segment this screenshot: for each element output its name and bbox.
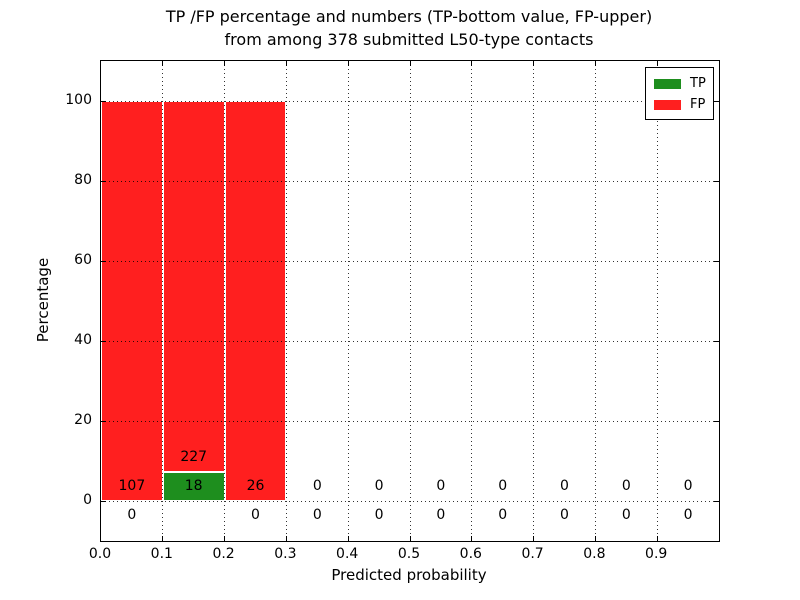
tp-count-label: 0: [683, 507, 693, 523]
x-tick-mark-bottom: [533, 536, 535, 541]
fp-count-label: 0: [560, 478, 569, 494]
tp-count-label: 0: [374, 507, 384, 523]
y-tick-label: 40: [74, 332, 92, 348]
fp-count-label: 26: [246, 478, 265, 494]
legend-item-tp: TP: [654, 73, 713, 94]
grid-line-vertical: [162, 61, 164, 541]
y-tick-mark-right: [714, 100, 719, 102]
x-tick-label: 0.8: [583, 546, 606, 562]
tp-count-label: 0: [560, 507, 569, 523]
x-tick-mark-top: [656, 61, 658, 66]
grid-line-horizontal: [101, 340, 719, 342]
y-tick-mark-left: [101, 340, 106, 342]
grid-line-horizontal: [101, 180, 719, 182]
legend-item-fp: FP: [654, 94, 713, 115]
x-tick-mark-bottom: [224, 536, 226, 541]
x-tick-label: 0.0: [88, 546, 112, 562]
grid-line-vertical: [656, 61, 658, 541]
x-tick-label: 0.9: [645, 546, 668, 562]
fp-count-label: 0: [683, 478, 693, 494]
x-axis-label: Predicted probability: [331, 566, 487, 584]
chart-title-line2: from among 378 submitted L50-type contac…: [224, 30, 594, 49]
fp-count-label: 227: [180, 448, 208, 465]
bar-segment-fp: [101, 101, 163, 501]
grid-line-horizontal: [101, 500, 719, 502]
y-axis-label: Percentage: [34, 257, 52, 343]
y-tick-label: 100: [65, 92, 92, 108]
y-tick-mark-left: [101, 180, 106, 182]
x-tick-mark-bottom: [409, 536, 411, 541]
y-tick-mark-left: [101, 420, 106, 422]
x-tick-mark-top: [533, 61, 535, 66]
legend-label: TP: [690, 76, 706, 91]
y-tick-mark-left: [101, 500, 106, 502]
fp-count-label: 0: [621, 478, 631, 494]
x-tick-label: 0.2: [212, 546, 235, 562]
tp-count-label: 0: [498, 507, 508, 523]
y-tick-mark-right: [714, 180, 719, 182]
tp-count-label: 18: [184, 477, 203, 494]
bar-segment-fp: [162, 101, 225, 472]
y-tick-label: 20: [74, 412, 92, 428]
x-tick-mark-bottom: [471, 536, 473, 541]
bar-segment-fp: [224, 101, 287, 501]
x-tick-mark-bottom: [656, 536, 658, 541]
chart-title-line1: TP /FP percentage and numbers (TP-bottom…: [165, 7, 653, 26]
chart-title: TP /FP percentage and numbers (TP-bottom…: [100, 5, 718, 51]
tp-count-label: 0: [312, 507, 322, 523]
y-tick-label: 60: [74, 252, 92, 268]
fp-count-label: 107: [118, 478, 146, 494]
tp-count-label: 0: [127, 507, 137, 523]
legend-swatch-fp-icon: [654, 99, 681, 110]
x-tick-mark-top: [594, 61, 596, 66]
bar-segment-tp: [162, 471, 225, 501]
x-tick-mark-top: [162, 61, 164, 66]
grid-line-horizontal: [101, 260, 719, 262]
tp-count-label: 0: [621, 507, 631, 523]
legend-swatch-tp-icon: [654, 78, 681, 89]
fp-count-label: 0: [436, 478, 446, 494]
y-tick-mark-right: [714, 260, 719, 262]
grid-line-vertical: [533, 61, 535, 541]
tp-count-label: 0: [436, 507, 446, 523]
y-tick-mark-right: [714, 340, 719, 342]
x-tick-mark-top: [224, 61, 226, 66]
y-tick-mark-right: [714, 420, 719, 422]
grid-line-vertical: [285, 61, 287, 541]
fp-count-label: 0: [374, 478, 384, 494]
y-tick-label: 0: [83, 492, 92, 508]
x-tick-label: 0.3: [274, 546, 297, 562]
grid-line-vertical: [347, 61, 349, 541]
x-tick-mark-top: [347, 61, 349, 66]
x-tick-label: 0.4: [336, 546, 359, 562]
x-tick-label: 0.1: [150, 546, 173, 562]
fp-count-label: 0: [312, 478, 322, 494]
x-tick-label: 0.6: [459, 546, 482, 562]
fp-count-label: 0: [498, 478, 508, 494]
grid-line-vertical: [409, 61, 411, 541]
x-tick-mark-top: [471, 61, 473, 66]
x-tick-label: 0.7: [521, 546, 544, 562]
x-tick-label: 0.5: [397, 546, 421, 562]
grid-line-horizontal: [101, 420, 719, 422]
x-tick-mark-bottom: [162, 536, 164, 541]
x-tick-mark-top: [409, 61, 411, 66]
grid-line-vertical: [471, 61, 473, 541]
tp-count-label: 0: [251, 507, 260, 523]
plot-area: 107 0 227 18 26 0 0 0 0 0 0 0 0 0 0 0 0 0 0 0 TP FP: [100, 60, 720, 542]
y-tick-mark-left: [101, 100, 106, 102]
y-tick-mark-left: [101, 260, 106, 262]
grid-line-vertical: [594, 61, 596, 541]
grid-line-horizontal: [101, 100, 719, 102]
y-tick-label: 80: [74, 172, 92, 188]
y-tick-mark-right: [714, 500, 719, 502]
x-tick-mark-bottom: [347, 536, 349, 541]
grid-line-vertical: [224, 61, 226, 541]
legend-label: FP: [690, 97, 706, 112]
x-tick-mark-bottom: [285, 536, 287, 541]
x-tick-mark-bottom: [594, 536, 596, 541]
x-tick-mark-top: [285, 61, 287, 66]
legend: TP FP: [645, 67, 714, 120]
